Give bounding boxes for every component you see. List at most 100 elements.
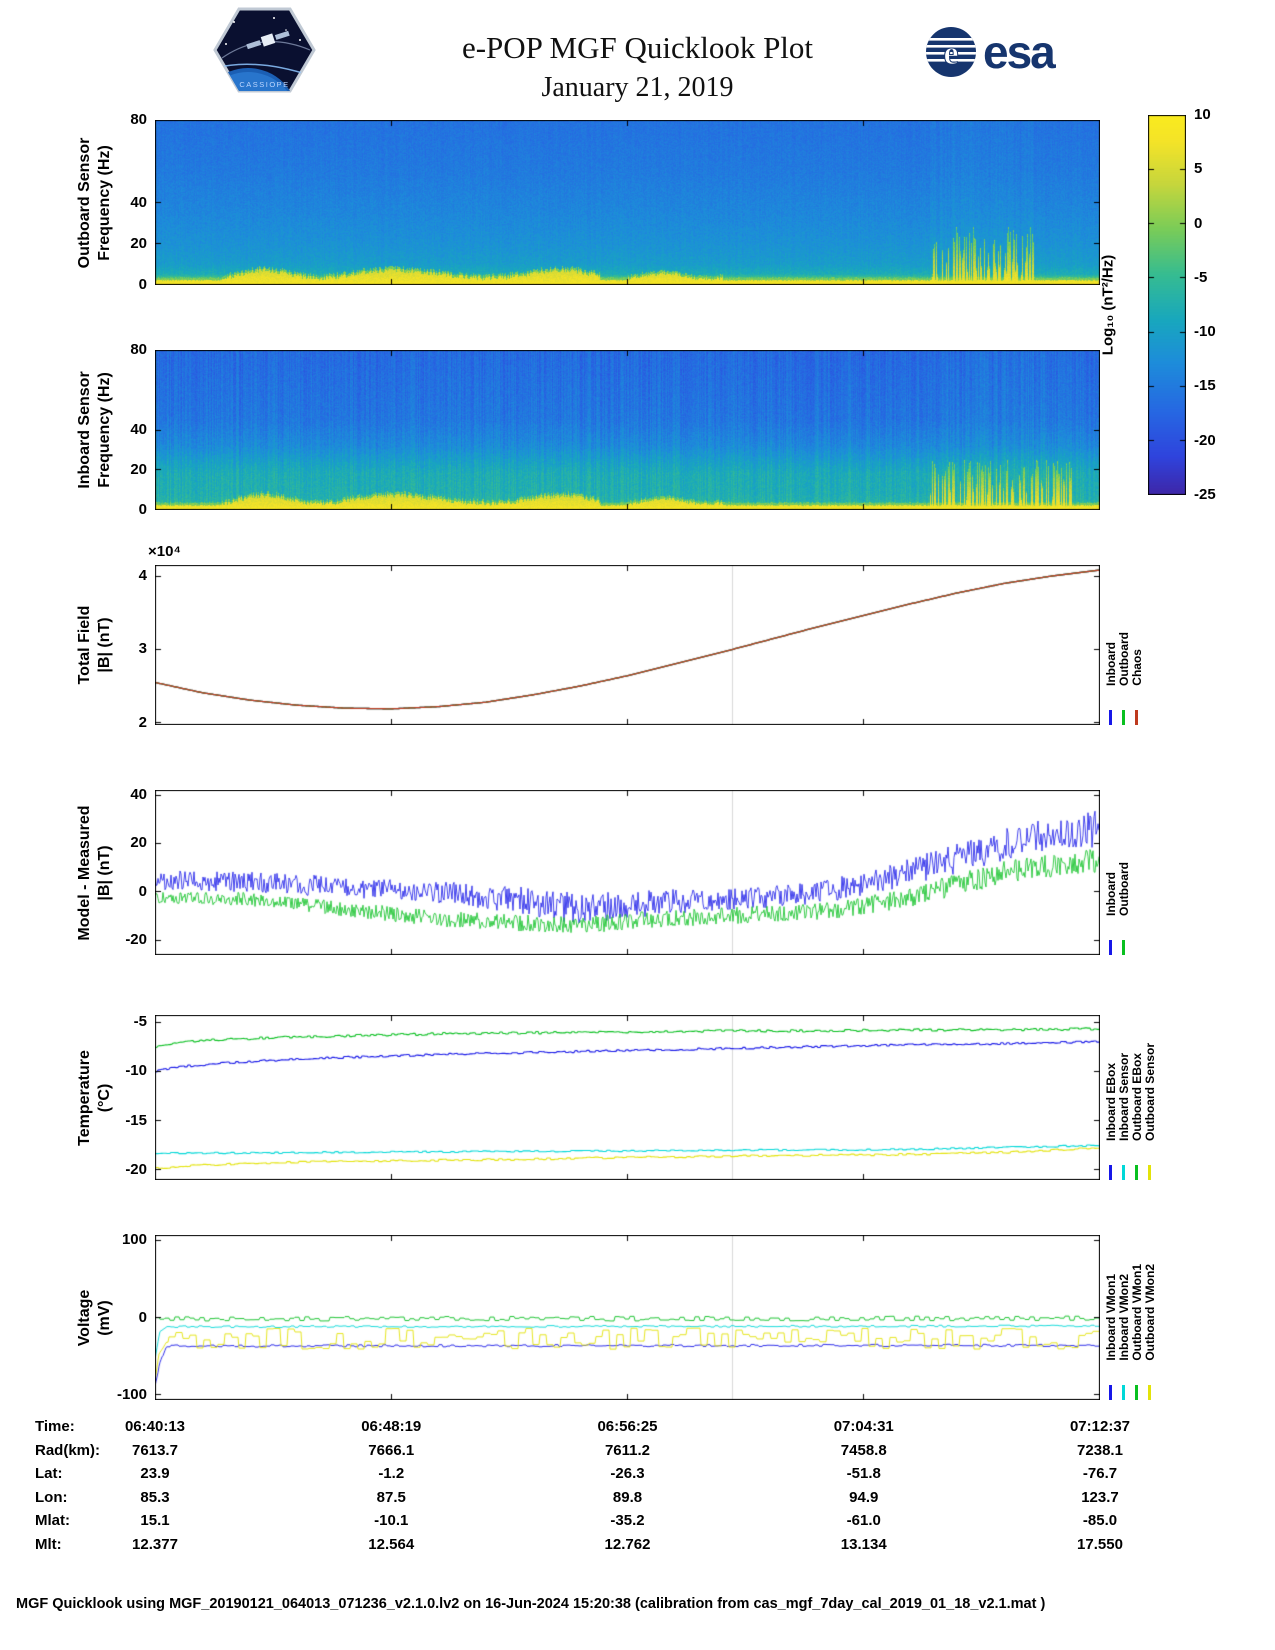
legend-item: Outboard Sensor (1142, 1015, 1157, 1180)
table-cell: -76.7 (1082, 1465, 1118, 1482)
legend-label: Outboard VMon1 (1129, 1264, 1144, 1361)
table-cell: 85.3 (140, 1488, 170, 1506)
table-cell: 17.550 (1077, 1535, 1123, 1553)
y-tick-label: -20 (125, 931, 147, 949)
table-cell: 15.1 (140, 1512, 170, 1529)
figure-title: e-POP MGF Quicklook Plot (461, 30, 814, 65)
ylabel-line: |B| (nT) (96, 844, 113, 901)
legend-item: Inboard VMon2 (1117, 1235, 1131, 1400)
table-cell: -85.0 (1082, 1512, 1118, 1529)
table-cell: 23.9 (140, 1465, 170, 1482)
table-row-label: Rad(km): (35, 1441, 101, 1459)
outboard-spectrogram-canvas (155, 120, 1100, 285)
exponent-label: ×10⁴ (148, 543, 181, 560)
y-tick-label: 4 (138, 567, 147, 584)
table-row-label: Mlat: (35, 1512, 70, 1529)
table-row-label: Lat: (35, 1465, 63, 1482)
table-cell: 07:04:31 (833, 1418, 894, 1435)
legend-label: Inboard (1103, 642, 1118, 686)
legend-item: Inboard Sensor (1116, 1015, 1131, 1180)
figure-date: January 21, 2019 (541, 72, 734, 103)
legend-color-dash (1109, 710, 1112, 725)
y-tick-label: 20 (130, 834, 147, 852)
legend-label: Outboard (1116, 862, 1131, 916)
table-cell: 7611.2 (604, 1441, 651, 1459)
legend-label: Inboard (1103, 872, 1118, 916)
colorbar-tick-label: 5 (1194, 160, 1203, 178)
legend-item: Inboard (1103, 790, 1118, 955)
esa-logo-text: esa (983, 26, 1056, 78)
y-tick-label: -100 (116, 1385, 147, 1403)
y-tick-label: 40 (130, 193, 147, 211)
colorbar-label: Log₁₀ (nT²/Hz) (1098, 115, 1118, 495)
legend-item: Outboard EBox (1129, 1015, 1144, 1180)
y-tick-label: 100 (121, 1231, 147, 1249)
table-cell: 07:12:37 (1069, 1418, 1131, 1435)
legend-color-dash (1109, 940, 1112, 955)
table-cell: 12.564 (368, 1535, 415, 1553)
table-cell: -1.2 (378, 1465, 405, 1482)
table-row-label: Mlt: (35, 1535, 62, 1553)
table-cell: 7238.1 (1077, 1441, 1123, 1459)
table-cell: -35.2 (610, 1512, 645, 1529)
voltage-canvas (155, 1235, 1100, 1400)
ylabel-model-measured: Model - Measured |B| (nT) (70, 790, 120, 955)
y-tick-label: -20 (125, 1161, 147, 1179)
legend-item: Outboard VMon2 (1142, 1235, 1157, 1400)
total-field-canvas (155, 565, 1100, 725)
y-tick-label: 40 (130, 421, 147, 438)
legend-label: Inboard Sensor (1116, 1052, 1131, 1141)
y-tick-label: 80 (130, 341, 147, 358)
legend-item: Outboard (1117, 565, 1131, 725)
inboard-spectrogram-canvas (155, 350, 1100, 510)
legend-label: Outboard EBox (1129, 1052, 1144, 1141)
table-cell: 7613.7 (132, 1441, 178, 1459)
colorbar-tick-label: -10 (1194, 323, 1216, 341)
table-cell: 7666.1 (368, 1441, 415, 1459)
table-cell: 06:48:19 (361, 1418, 422, 1435)
y-tick-label: 0 (138, 501, 147, 518)
legend-color-dash (1135, 710, 1138, 725)
legend-color-dash (1135, 1165, 1138, 1180)
legend-item: Outboard VMon1 (1129, 1235, 1144, 1400)
table-cell: 06:56:25 (597, 1418, 658, 1435)
colorbar (1148, 115, 1186, 495)
legend-label: Outboard Sensor (1142, 1042, 1157, 1141)
table-cell: 7458.8 (840, 1441, 887, 1459)
table-cell: 94.9 (849, 1488, 879, 1506)
colorbar-tick-label: 0 (1194, 214, 1203, 232)
y-tick-label: 40 (130, 785, 147, 803)
legend-item: Chaos (1130, 565, 1144, 725)
table-cell: 13.134 (840, 1535, 887, 1553)
legend-item: Outboard (1116, 790, 1131, 955)
table-cell: 123.7 (1081, 1488, 1119, 1506)
legend-total-field: Inboard Outboard Chaos (1104, 565, 1166, 725)
y-tick-label: 80 (130, 111, 147, 128)
cassiope-patch-icon: CASSIOPE (213, 7, 316, 93)
legend-color-dash (1122, 1385, 1125, 1400)
colorbar-tick-label: -25 (1194, 486, 1216, 503)
table-row-label: Time: (35, 1418, 75, 1435)
legend-color-dash (1122, 940, 1125, 955)
legend-color-dash (1109, 1385, 1112, 1400)
table-cell: -61.0 (846, 1512, 881, 1529)
legend-color-dash (1122, 710, 1125, 725)
mission-patch-text: CASSIOPE (239, 80, 289, 89)
y-tick-label: 3 (138, 640, 147, 658)
colorbar-tick-label: -20 (1194, 431, 1216, 449)
legend-label: Outboard VMon2 (1142, 1264, 1157, 1361)
legend-voltage: Inboard VMon1 Inboard VMon2 Outboard VMon1… (1104, 1235, 1166, 1400)
table-row-label: Lon: (35, 1488, 68, 1506)
legend-item: Inboard EBox (1104, 1015, 1118, 1180)
y-tick-label: 20 (130, 461, 147, 478)
y-tick-label: -15 (125, 1111, 147, 1129)
legend-color-dash (1148, 1165, 1151, 1180)
y-tick-label: 2 (138, 713, 147, 731)
legend-temperature: Inboard EBox Inboard Sensor Outboard EBox O… (1104, 1015, 1166, 1180)
legend-model-measured: Inboard Outboard (1104, 790, 1166, 955)
y-tick-label: 0 (138, 882, 147, 900)
y-tick-label: -5 (133, 1012, 147, 1030)
model-measured-canvas (155, 790, 1100, 955)
legend-color-dash (1109, 1165, 1112, 1180)
colorbar-tick-label: -15 (1194, 377, 1216, 395)
